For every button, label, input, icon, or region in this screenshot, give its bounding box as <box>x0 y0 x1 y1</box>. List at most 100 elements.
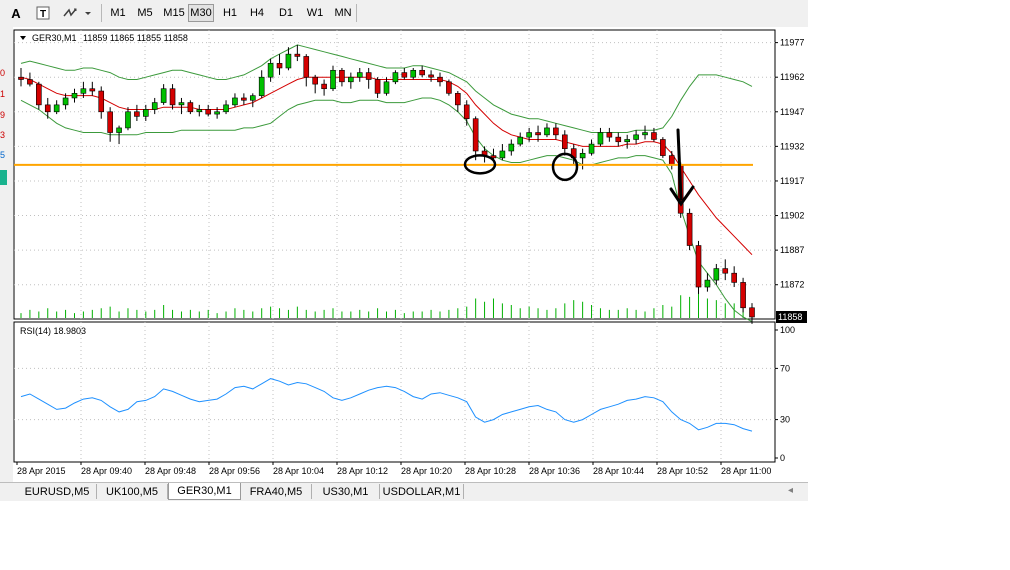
candle <box>722 268 729 274</box>
current-price-label: 11858 <box>778 312 802 322</box>
candle <box>535 132 541 136</box>
candle <box>285 53 292 69</box>
candle <box>642 132 648 136</box>
candle <box>160 88 167 103</box>
candle <box>169 88 176 106</box>
candle <box>62 97 69 106</box>
chevron-down-icon <box>85 12 91 15</box>
candle <box>214 111 220 115</box>
chart-tab[interactable]: US30,M1 <box>312 484 380 499</box>
candle <box>151 102 158 110</box>
candle <box>651 132 657 140</box>
candle <box>428 74 434 78</box>
candle <box>143 109 149 117</box>
candle <box>365 72 372 80</box>
chart-window[interactable]: 11977 11962 11947 11932 11917 11902 11887 11872… <box>0 27 808 482</box>
candle <box>258 76 265 96</box>
price-axis-label: 11917 <box>780 176 804 186</box>
text-label-tool-button[interactable]: T <box>34 4 52 22</box>
timeframe-button-m5[interactable]: M5 <box>137 7 153 19</box>
chart-tab[interactable]: EURUSD,M5 <box>18 484 97 499</box>
text-label-icon: T <box>36 6 50 20</box>
candle <box>392 72 399 83</box>
time-axis-label: 28 Apr 09:48 <box>145 466 196 476</box>
chart-tab[interactable]: USDOLLAR,M1 <box>380 484 464 499</box>
timeframe-button-m15[interactable]: M15 <box>163 7 185 19</box>
scroll-left-icon[interactable]: ◂ <box>788 485 794 496</box>
price-axis-label: 11872 <box>780 280 804 290</box>
candle <box>383 81 390 94</box>
chart-ohlc-label: 11859 11865 11855 11858 <box>83 33 188 43</box>
lower-bollinger-band <box>20 97 753 323</box>
annotation-circle <box>463 154 497 175</box>
candle <box>499 150 506 159</box>
candle <box>232 97 238 106</box>
candle <box>374 79 381 94</box>
candle <box>116 127 122 133</box>
left-edge-marker <box>0 170 7 185</box>
chart-tab[interactable]: GER30,M1 <box>168 483 241 500</box>
candle <box>455 93 461 106</box>
toolbar: A T M1 M5 M15 M30 H1 H4 D1 W1 MN <box>0 0 808 28</box>
candle <box>339 69 345 83</box>
time-axis-label: 28 Apr 10:36 <box>529 466 580 476</box>
candle <box>588 143 595 154</box>
down-arrow-icon <box>669 128 695 207</box>
chart-tab[interactable]: FRA40,M5 <box>241 484 312 499</box>
candle <box>526 132 532 138</box>
time-axis-label: 28 Apr 10:28 <box>465 466 516 476</box>
annotation-circle <box>551 152 579 182</box>
rsi-axis-label: 30 <box>780 415 790 425</box>
timeframe-button-h4[interactable]: H4 <box>249 7 265 19</box>
timeframe-button-m30[interactable]: M30 <box>188 4 214 22</box>
rsi-axis-label: 0 <box>780 453 785 463</box>
candle <box>44 104 51 113</box>
candle <box>553 127 559 136</box>
candle <box>740 282 746 309</box>
candle <box>249 95 256 101</box>
chart-tab[interactable]: UK100,M5 <box>97 484 168 499</box>
candle <box>446 81 452 94</box>
candle <box>606 132 613 138</box>
chart-svg[interactable]: 11977 11962 11947 11932 11917 11902 11887 11872… <box>0 27 808 482</box>
chart-menu-icon[interactable] <box>20 36 26 40</box>
candle <box>508 143 515 152</box>
candle <box>749 307 755 318</box>
candle <box>410 69 417 78</box>
candle <box>53 104 60 113</box>
timeframe-button-h1[interactable]: H1 <box>222 7 238 19</box>
timeframe-button-m1[interactable]: M1 <box>110 7 126 19</box>
candle <box>276 63 283 69</box>
text-tool-button[interactable]: A <box>8 4 24 22</box>
candle <box>107 111 113 133</box>
candle <box>294 53 301 57</box>
objects-dropdown-button[interactable] <box>60 4 94 22</box>
candle <box>713 268 720 281</box>
timeframe-button-mn[interactable]: MN <box>334 7 352 19</box>
candle <box>312 76 318 85</box>
candle <box>561 134 568 149</box>
timeframe-button-w1[interactable]: W1 <box>306 7 324 19</box>
time-axis-label: 28 Apr 10:12 <box>337 466 388 476</box>
time-axis-label: 28 Apr 10:52 <box>657 466 708 476</box>
price-axis-label: 11977 <box>780 38 804 48</box>
candle <box>624 139 630 143</box>
price-axis-label: 11902 <box>780 211 804 221</box>
candle <box>544 127 550 136</box>
candle <box>437 76 443 83</box>
candle <box>71 93 78 99</box>
timeframe-button-d1[interactable]: D1 <box>278 7 294 19</box>
candle <box>472 118 479 152</box>
candle <box>419 69 425 76</box>
candle <box>517 136 524 145</box>
candle <box>205 109 212 115</box>
candle <box>731 272 737 283</box>
rsi-axis-label: 70 <box>780 363 790 373</box>
toolbar-separator <box>101 4 102 22</box>
price-axis-label: 11962 <box>780 72 804 82</box>
candle <box>704 279 711 288</box>
rsi-axis-label: 100 <box>780 325 795 335</box>
left-edge-label: 9 <box>0 110 5 120</box>
candle <box>178 102 185 106</box>
time-axis-label: 28 Apr 11:00 <box>721 466 771 476</box>
